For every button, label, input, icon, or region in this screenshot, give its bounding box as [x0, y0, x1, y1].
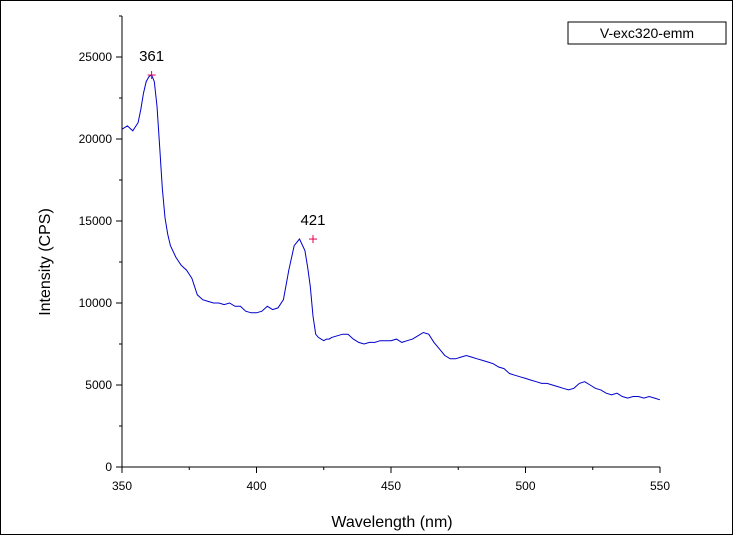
- x-tick-label: 550: [650, 479, 670, 493]
- y-tick-label: 0: [105, 460, 112, 474]
- x-tick-label: 450: [381, 479, 401, 493]
- y-tick-label: 5000: [85, 378, 112, 392]
- x-tick-label: 400: [246, 479, 266, 493]
- legend-label: V-exc320-emm: [600, 25, 694, 41]
- y-tick-label: 10000: [79, 296, 113, 310]
- peak-label: 361: [139, 48, 164, 65]
- y-tick-label: 15000: [79, 214, 113, 228]
- series-layer: [121, 74, 661, 401]
- legend-box: [567, 21, 727, 45]
- y-tick-label: 25000: [79, 50, 113, 64]
- peak-label: 421: [300, 212, 325, 229]
- axes-layer: 350 400 450 500 550 0 5000 10000 15000 20000 25000: [79, 15, 670, 493]
- legend: V-exc320-emm: [567, 21, 727, 45]
- x-tick-label: 350: [112, 479, 132, 493]
- y-axis-title: Intensity (CPS): [37, 208, 54, 316]
- annotation-layer: 361 421: [139, 48, 326, 244]
- x-axis-title: Wavelength (nm): [331, 514, 452, 531]
- plot-area: [122, 16, 662, 468]
- series-line: [121, 74, 661, 401]
- y-tick-label: 20000: [79, 132, 113, 146]
- x-tick-label: 500: [515, 479, 535, 493]
